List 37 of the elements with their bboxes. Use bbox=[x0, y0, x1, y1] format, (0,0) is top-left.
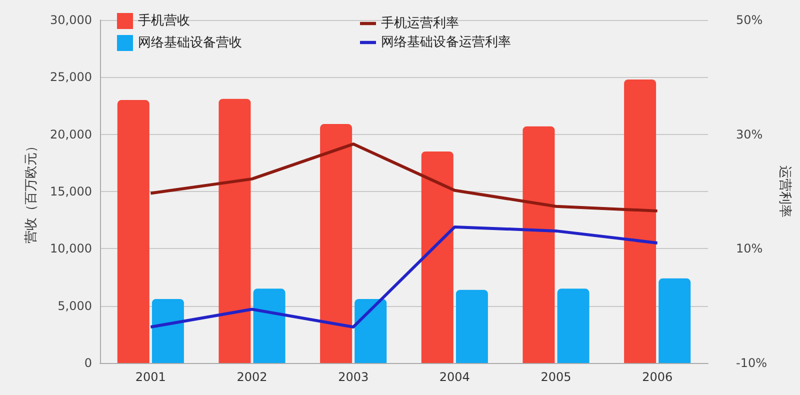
y2-tick-label: -10% bbox=[736, 356, 768, 370]
x-tick-label: 2005 bbox=[540, 370, 572, 384]
legend-label: 手机运营利率 bbox=[381, 15, 459, 31]
y-tick-label: 20,000 bbox=[50, 127, 92, 142]
y-tick-label: 5,000 bbox=[58, 298, 92, 313]
line-series bbox=[149, 142, 659, 212]
y-tick-label: 10,000 bbox=[50, 242, 92, 256]
bar bbox=[253, 288, 286, 363]
y2-axis-title: 运营利率 bbox=[776, 166, 793, 218]
legend-label: 手机营收 bbox=[138, 14, 190, 28]
line-series bbox=[149, 225, 659, 328]
x-tick-label: 2002 bbox=[236, 370, 268, 384]
x-tick-label: 2004 bbox=[439, 370, 470, 384]
legend-label: 网络基础设备营收 bbox=[138, 36, 242, 50]
bar bbox=[320, 124, 352, 363]
bar bbox=[117, 100, 150, 363]
y-tick-label: 15,000 bbox=[50, 184, 92, 198]
legend-label: 网络基础设备运营利率 bbox=[381, 34, 511, 50]
bar bbox=[557, 288, 590, 363]
x-tick-label: 2003 bbox=[338, 370, 369, 384]
y-tick-label: 0 bbox=[84, 356, 92, 370]
bar bbox=[456, 290, 488, 363]
bar bbox=[218, 98, 251, 363]
bar bbox=[658, 278, 691, 363]
bar bbox=[152, 298, 184, 363]
y2-tick-label: 30% bbox=[736, 127, 763, 142]
bar bbox=[354, 298, 387, 363]
y-tick-label: 30,000 bbox=[50, 13, 92, 27]
y-axis-title: 营收（百万欧元） bbox=[24, 140, 39, 244]
y2-tick-label: 50% bbox=[736, 13, 763, 27]
x-tick-label: 2006 bbox=[642, 370, 673, 384]
y2-tick-label: 10% bbox=[736, 242, 763, 256]
bar bbox=[624, 79, 656, 363]
x-tick-label: 2001 bbox=[135, 370, 166, 384]
bar bbox=[522, 126, 555, 363]
bar bbox=[421, 151, 454, 363]
y-tick-label: 25,000 bbox=[50, 70, 92, 84]
